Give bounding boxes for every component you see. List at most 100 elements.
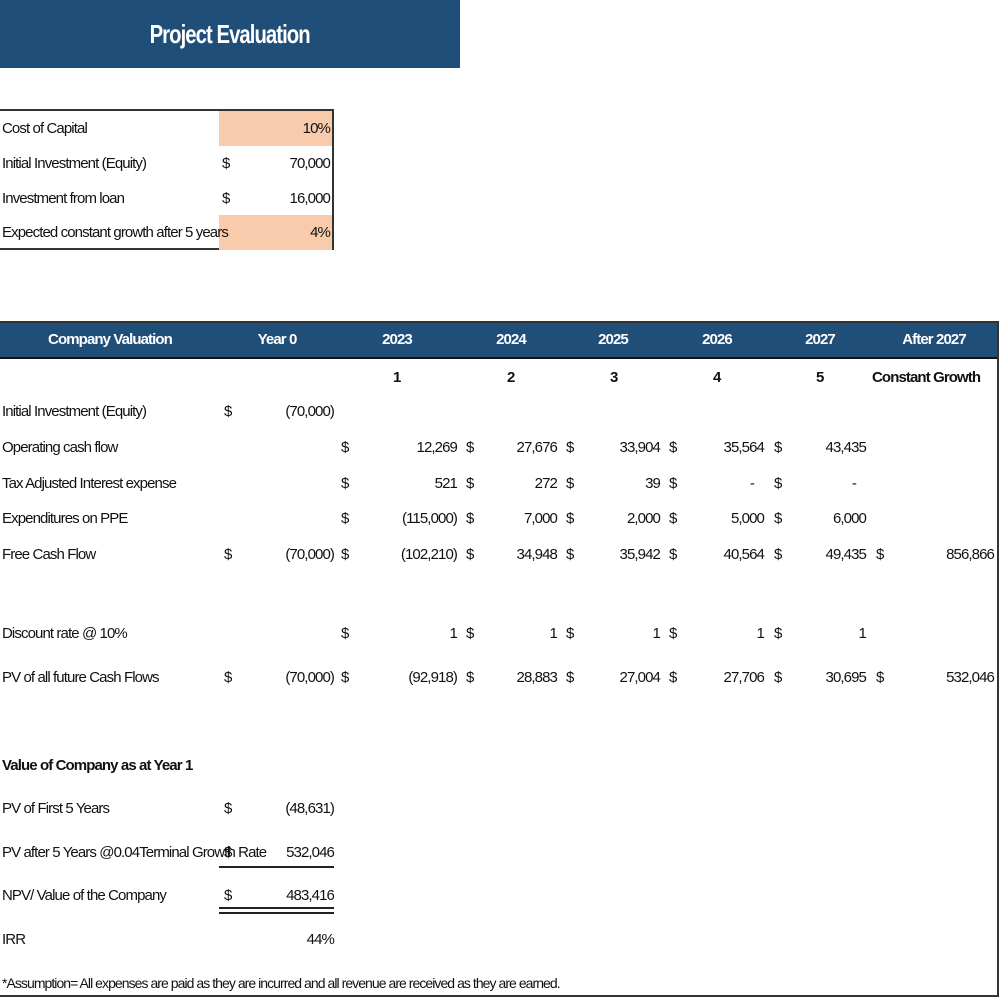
currency-symbol: $ xyxy=(466,439,474,456)
cell: 35,942 xyxy=(619,546,661,563)
header-after-2027: After 2027 xyxy=(902,331,966,348)
assumption-value[interactable]: 10% xyxy=(302,120,331,137)
period-3: 3 xyxy=(610,369,618,386)
cell: (102,210) xyxy=(400,546,458,563)
header-2026: 2026 xyxy=(702,331,733,348)
currency-symbol: $ xyxy=(224,546,232,563)
header-2025: 2025 xyxy=(598,331,629,348)
cell-after-2027: 856,866 xyxy=(946,546,995,563)
currency-symbol: $ xyxy=(876,546,884,563)
period-5: 5 xyxy=(816,369,824,386)
cell: 5,000 xyxy=(730,510,765,527)
currency-symbol: $ xyxy=(224,887,232,904)
currency-symbol: $ xyxy=(669,546,677,563)
header-2027: 2027 xyxy=(805,331,836,348)
currency-symbol: $ xyxy=(774,669,782,686)
npv-value: 483,416 xyxy=(286,887,335,904)
cell: 1 xyxy=(756,625,765,642)
currency-symbol: $ xyxy=(566,625,574,642)
cell: - xyxy=(851,475,857,492)
cell: 33,904 xyxy=(619,439,661,456)
assumption-label: Investment from loan xyxy=(2,190,125,207)
cell: 43,435 xyxy=(825,439,867,456)
assumption-value[interactable]: 16,000 xyxy=(289,190,331,207)
cell: 27,676 xyxy=(516,439,558,456)
cell: (92,918) xyxy=(408,669,458,686)
assumption-label: Expected constant growth after 5 years xyxy=(2,224,229,241)
currency-symbol: $ xyxy=(774,475,782,492)
assumption-row-loan: Investment from loan $ 16,000 xyxy=(0,181,334,216)
assumptions-table: Cost of Capital 10% Initial Investment (… xyxy=(0,109,334,250)
period-4: 4 xyxy=(713,369,721,386)
footnote: *Assumption= All expenses are paid as th… xyxy=(2,975,561,991)
currency-symbol: $ xyxy=(341,510,349,527)
cell: 35,564 xyxy=(723,439,765,456)
currency-symbol: $ xyxy=(566,510,574,527)
currency-symbol: $ xyxy=(774,510,782,527)
currency-symbol: $ xyxy=(774,439,782,456)
pv-first5-label: PV of First 5 Years xyxy=(2,800,110,817)
header-2024: 2024 xyxy=(496,331,527,348)
page-title: Project Evaluation xyxy=(149,18,311,49)
assumption-label: Cost of Capital xyxy=(2,120,88,137)
currency-symbol: $ xyxy=(222,155,230,172)
currency-symbol: $ xyxy=(566,546,574,563)
currency-symbol: $ xyxy=(222,190,230,207)
cell: 39 xyxy=(645,475,661,492)
currency-symbol: $ xyxy=(669,669,677,686)
currency-symbol: $ xyxy=(566,475,574,492)
currency-symbol: $ xyxy=(669,510,677,527)
row-label-ppe: Expenditures on PPE xyxy=(2,510,128,527)
currency-symbol: $ xyxy=(224,844,232,861)
cell: 521 xyxy=(434,475,458,492)
currency-symbol: $ xyxy=(341,546,349,563)
cell: 49,435 xyxy=(825,546,867,563)
currency-symbol: $ xyxy=(341,669,349,686)
irr-label: IRR xyxy=(2,931,26,948)
currency-symbol: $ xyxy=(669,625,677,642)
pv-first5-value: (48,631) xyxy=(285,800,335,817)
currency-symbol: $ xyxy=(774,546,782,563)
cell: 30,695 xyxy=(825,669,867,686)
cell: 40,564 xyxy=(723,546,765,563)
assumption-value[interactable]: 4% xyxy=(310,224,331,241)
cell: 272 xyxy=(534,475,558,492)
currency-symbol: $ xyxy=(341,439,349,456)
row-label-pv-cash-flows: PV of all future Cash Flows xyxy=(2,669,160,686)
assumption-label: Initial Investment (Equity) xyxy=(2,155,147,172)
npv-label: NPV/ Value of the Company xyxy=(2,887,167,904)
cell: 1 xyxy=(449,625,458,642)
cell: 7,000 xyxy=(523,510,558,527)
assumption-row-cost-of-capital: Cost of Capital 10% xyxy=(0,111,334,146)
header-company-valuation: Company Valuation xyxy=(48,331,173,348)
cell-after-2027: 532,046 xyxy=(946,669,995,686)
cell: - xyxy=(749,475,755,492)
irr-value: 44% xyxy=(306,931,335,948)
valuation-header-row: Company Valuation Year 0 2023 2024 2025 … xyxy=(0,323,997,359)
cell: 1 xyxy=(858,625,867,642)
currency-symbol: $ xyxy=(341,625,349,642)
header-2023: 2023 xyxy=(382,331,413,348)
cell: 27,004 xyxy=(619,669,661,686)
cell: 12,269 xyxy=(416,439,458,456)
currency-symbol: $ xyxy=(224,403,232,420)
currency-symbol: $ xyxy=(224,669,232,686)
cell: 1 xyxy=(549,625,558,642)
currency-symbol: $ xyxy=(224,800,232,817)
currency-symbol: $ xyxy=(669,439,677,456)
title-banner: Project Evaluation xyxy=(0,0,460,68)
currency-symbol: $ xyxy=(669,475,677,492)
summary-heading: Value of Company as at Year 1 xyxy=(2,757,193,774)
pv-after5-label: PV after 5 Years @0.04Terminal Growth Ra… xyxy=(2,844,267,861)
cell: 1 xyxy=(652,625,661,642)
currency-symbol: $ xyxy=(341,475,349,492)
currency-symbol: $ xyxy=(774,625,782,642)
currency-symbol: $ xyxy=(466,546,474,563)
period-constant-growth: Constant Growth xyxy=(872,369,981,386)
currency-symbol: $ xyxy=(466,475,474,492)
row-label-operating-cash-flow: Operating cash flow xyxy=(2,439,118,456)
currency-symbol: $ xyxy=(466,510,474,527)
assumption-value[interactable]: 70,000 xyxy=(289,155,331,172)
currency-symbol: $ xyxy=(566,669,574,686)
row-label-discount-rate: Discount rate @ 10% xyxy=(2,625,128,642)
